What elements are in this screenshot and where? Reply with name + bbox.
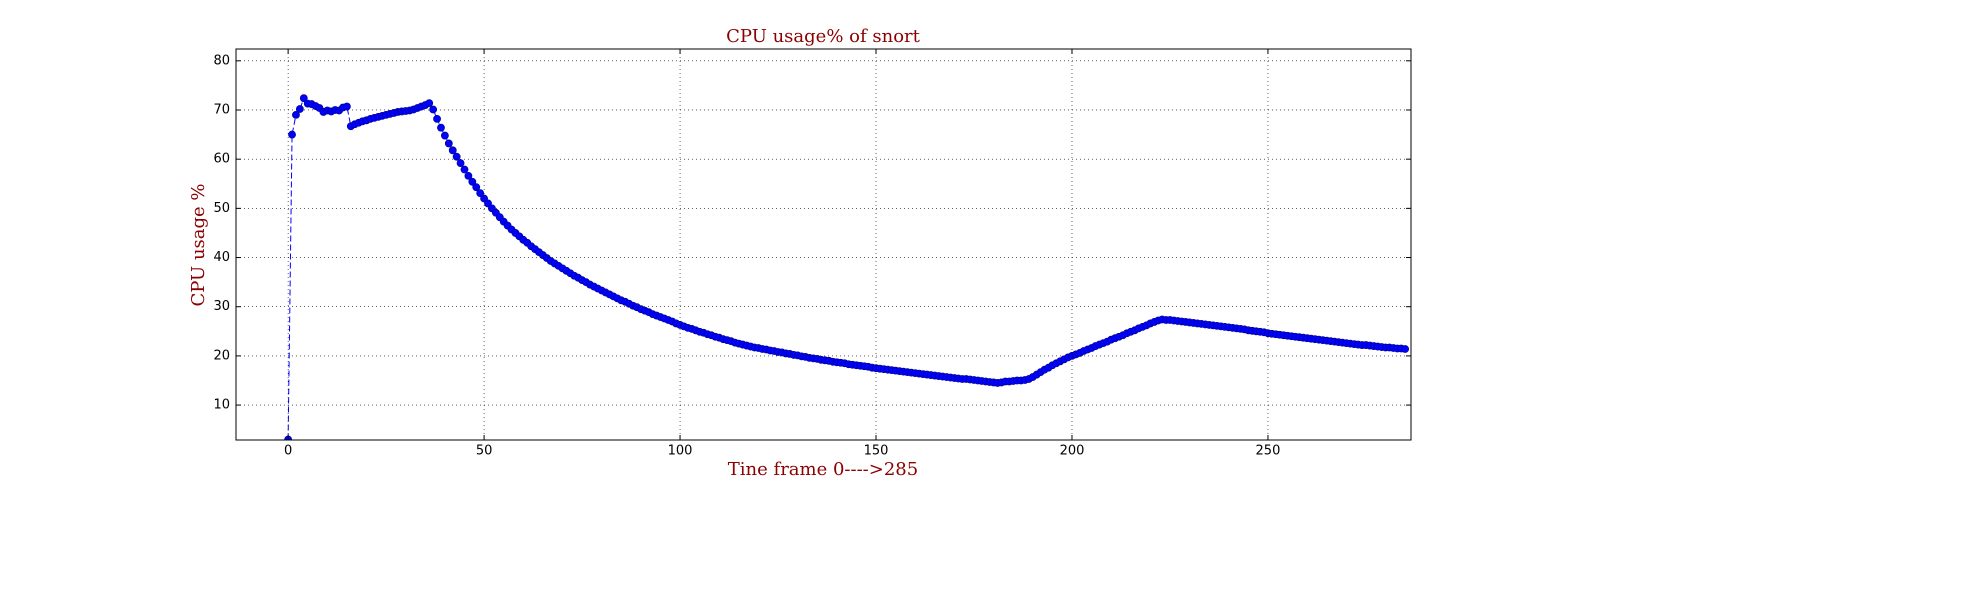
data-point bbox=[452, 152, 461, 161]
x-tick-label: 150 bbox=[864, 444, 889, 459]
y-tick-label: 30 bbox=[213, 299, 230, 314]
data-point bbox=[288, 130, 296, 139]
data-point bbox=[456, 159, 465, 168]
chart-title: CPU usage% of snort bbox=[726, 26, 921, 47]
data-point bbox=[292, 111, 300, 119]
y-tick-label: 20 bbox=[213, 348, 230, 363]
y-tick-label: 60 bbox=[213, 152, 230, 167]
x-tick-label: 200 bbox=[1060, 444, 1085, 459]
y-tick-label: 10 bbox=[213, 398, 230, 413]
x-tick-label: 100 bbox=[668, 444, 693, 459]
data-point bbox=[295, 105, 304, 113]
data-point bbox=[476, 189, 485, 198]
data-point bbox=[437, 123, 445, 132]
data-point bbox=[425, 99, 434, 108]
data-point bbox=[464, 171, 473, 180]
data-point bbox=[448, 146, 457, 155]
plot-frame bbox=[235, 48, 1412, 441]
data-point bbox=[433, 114, 441, 123]
y-tick-label: 70 bbox=[213, 102, 230, 117]
y-tick-label: 40 bbox=[213, 250, 230, 265]
x-tick-label: 250 bbox=[1256, 444, 1281, 459]
plot-area bbox=[284, 94, 1410, 440]
x-tick-label: 50 bbox=[476, 444, 493, 459]
data-point bbox=[460, 165, 469, 174]
data-point bbox=[472, 183, 481, 192]
data-point bbox=[444, 139, 453, 148]
data-point bbox=[468, 177, 477, 186]
y-tick-label: 50 bbox=[213, 201, 230, 216]
y-axis-label: CPU usage % bbox=[188, 183, 209, 306]
x-tick-label: 0 bbox=[284, 444, 292, 459]
data-point bbox=[299, 94, 308, 103]
y-tick-label: 80 bbox=[213, 53, 230, 68]
x-axis-label: Tine frame 0---->285 bbox=[728, 459, 918, 480]
data-point bbox=[429, 105, 438, 114]
data-point bbox=[343, 102, 351, 111]
data-point bbox=[440, 131, 449, 140]
data-point bbox=[1401, 345, 1410, 353]
